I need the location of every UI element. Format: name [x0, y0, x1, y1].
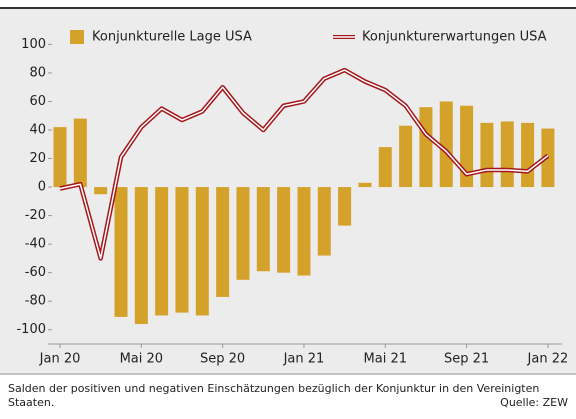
bar	[53, 127, 67, 188]
legend-label: Konjunkturelle Lage USA	[92, 30, 252, 45]
bar	[216, 187, 230, 297]
bar	[155, 187, 169, 316]
x-tick-label: Jan 22	[527, 352, 569, 367]
bar	[195, 187, 209, 316]
bar	[236, 187, 250, 280]
x-tick-label: Sep 20	[200, 352, 245, 367]
bar	[378, 147, 392, 188]
y-tick-label: -80	[25, 294, 46, 309]
footer: Salden der positiven und negativen Einsc…	[8, 382, 568, 410]
bar	[500, 121, 514, 188]
bar	[134, 187, 148, 325]
note: Salden der positiven und negativen Einsc…	[8, 382, 540, 409]
line-inner	[59, 69, 549, 260]
bar	[399, 125, 413, 188]
x-tick-label: Mai 20	[120, 352, 163, 367]
y-tick-label: -20	[25, 208, 46, 223]
bar	[175, 187, 189, 313]
y-tick-label: 20	[29, 151, 46, 166]
y-tick-label: -40	[25, 237, 46, 252]
x-tick-label: Mai 21	[364, 352, 407, 367]
chart: Konjunkturelle Lage USA Konjunkturerwart…	[0, 7, 576, 375]
bar	[480, 122, 494, 188]
x-tick-label: Sep 21	[444, 352, 489, 367]
bar	[460, 105, 474, 188]
legend-swatch-bar	[70, 30, 84, 44]
bar	[419, 107, 433, 188]
bar	[521, 122, 535, 188]
legend-label: Konjunkturerwartungen USA	[362, 30, 547, 45]
x-tick-label: Jan 21	[283, 352, 325, 367]
bar	[73, 118, 87, 188]
bar	[114, 187, 128, 317]
y-tick-label: -60	[25, 265, 46, 280]
y-tick-label: 80	[29, 65, 46, 80]
x-tick-label: Jan 20	[39, 352, 81, 367]
bar	[277, 187, 291, 273]
y-tick-label: -100	[16, 322, 46, 337]
bar	[439, 101, 453, 188]
y-tick-label: 40	[29, 123, 46, 138]
bar	[256, 187, 270, 272]
bar	[317, 187, 331, 256]
y-tick-label: 0	[38, 180, 46, 195]
bar	[297, 187, 311, 276]
bar	[94, 187, 108, 195]
bar	[338, 187, 352, 226]
source: Quelle: ZEW	[500, 396, 568, 409]
y-tick-label: 100	[21, 37, 46, 52]
y-tick-label: 60	[29, 94, 46, 109]
bar	[358, 182, 372, 188]
